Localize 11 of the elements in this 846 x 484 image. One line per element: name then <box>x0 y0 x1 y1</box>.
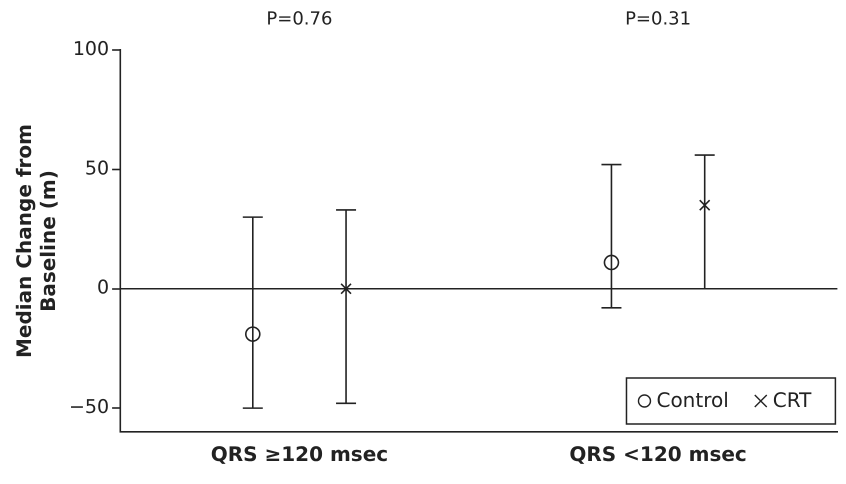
text: P=0.76 <box>266 8 332 30</box>
y-tick-label: 50 <box>84 157 110 180</box>
y-tick-label: 0 <box>97 276 110 299</box>
text: P=0.31 <box>625 8 692 30</box>
x-tick-label: QRS ≥120 msec <box>210 442 388 466</box>
y-axis-title: Median Change from Baseline (m) <box>12 124 60 358</box>
y-tick-label: −50 <box>68 396 110 418</box>
y-tick-label: 100 <box>72 38 110 60</box>
legend-label: Control <box>656 388 729 412</box>
x-tick-label: QRS <120 msec <box>569 442 747 466</box>
legend-label: CRT <box>772 388 812 412</box>
